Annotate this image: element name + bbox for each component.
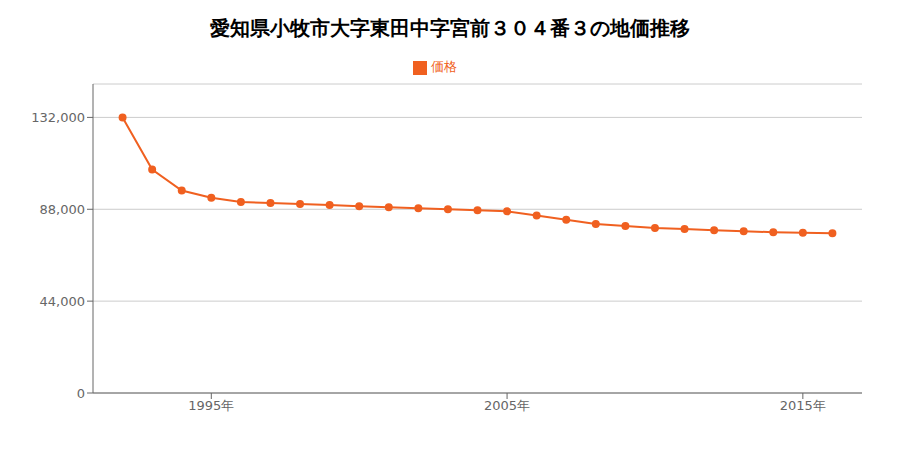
- svg-text:1995年: 1995年: [188, 398, 234, 413]
- svg-text:2005年: 2005年: [484, 398, 530, 413]
- svg-text:2015年: 2015年: [780, 398, 826, 413]
- svg-text:44,000: 44,000: [40, 294, 86, 309]
- svg-text:132,000: 132,000: [31, 110, 85, 125]
- html-text:愛知県小牧市大字東田中字宮前３０４番３の地価推移: 愛知県小牧市大字東田中字宮前３０４番３の地価推移: [210, 16, 690, 40]
- html-text:価格: 価格: [431, 59, 457, 74]
- svg-text:0: 0: [77, 386, 85, 401]
- svg-text:88,000: 88,000: [40, 202, 86, 217]
